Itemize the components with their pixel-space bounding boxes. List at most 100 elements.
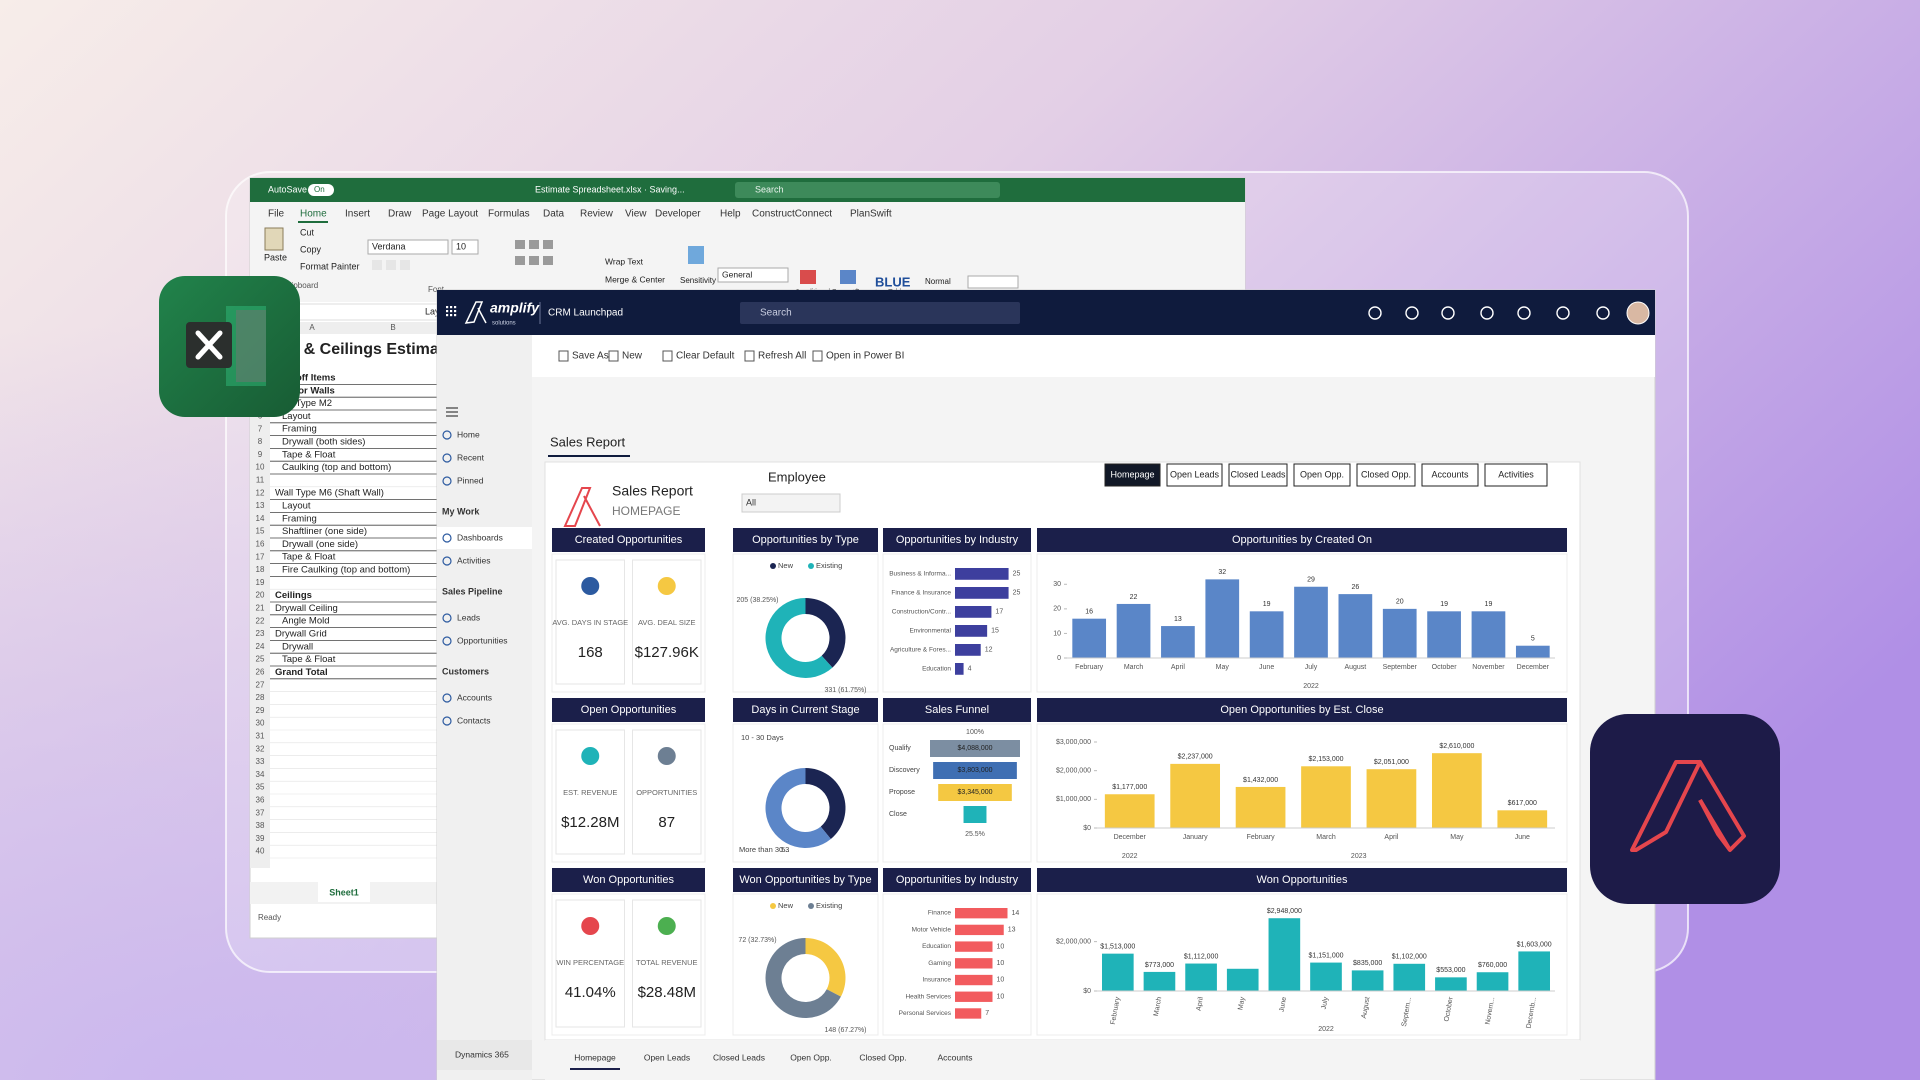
nav-button-label[interactable]: Closed Opp. (1361, 469, 1411, 479)
data-label: 10 (997, 960, 1005, 967)
nav-item[interactable]: Accounts (457, 692, 492, 702)
ribbon-tab[interactable]: Developer (655, 209, 701, 220)
sheet-title: Walls & Ceilings Estimate (258, 341, 453, 358)
brand: amplify (490, 300, 540, 316)
ribbon-tab[interactable]: View (625, 209, 647, 220)
row-number: 14 (256, 514, 265, 523)
nav-button-label[interactable]: Closed Leads (1230, 469, 1286, 479)
bar (955, 1008, 982, 1019)
ribbon-tab[interactable]: Formulas (488, 209, 530, 220)
row-number: 32 (256, 744, 265, 753)
command-button[interactable]: Save As (572, 351, 609, 362)
x-tick-label: April (1196, 996, 1205, 1011)
row-number: 21 (256, 604, 265, 613)
card-header (883, 698, 1031, 722)
ribbon-button: Format Painter (300, 261, 360, 271)
ribbon-tab[interactable]: Help (720, 209, 741, 220)
page-tab[interactable]: Closed Leads (713, 1052, 765, 1062)
data-label: $2,610,000 (1439, 743, 1474, 750)
data-label: 26 (1351, 584, 1359, 591)
waffle-dot (450, 310, 453, 313)
row-number: 16 (256, 540, 265, 549)
ribbon-tab[interactable]: Page Layout (422, 209, 478, 220)
row-number: 34 (256, 770, 265, 779)
status-text: Ready (258, 913, 281, 922)
nav-item[interactable]: Contacts (457, 715, 491, 725)
donut-slice (765, 768, 831, 849)
page-tab[interactable]: Open Opp. (790, 1052, 832, 1062)
nav-pane (437, 335, 532, 1080)
command-icon (608, 350, 619, 362)
nav-item[interactable]: Home (457, 429, 480, 439)
ribbon-tab[interactable]: PlanSwift (850, 209, 892, 220)
bar (955, 908, 1008, 919)
nav-section-title: My Work (442, 506, 480, 516)
bar (955, 974, 993, 986)
ribbon-tab[interactable]: Data (543, 209, 565, 220)
x-tick-label: May (1216, 664, 1230, 671)
donut-slice (805, 597, 846, 668)
donut-slice (765, 598, 833, 678)
ribbon-tab[interactable]: ConstructConnect (752, 209, 832, 220)
command-bar (532, 335, 1655, 377)
nav-button (1166, 463, 1223, 487)
command-button[interactable]: Clear Default (676, 351, 735, 362)
sheet-tab[interactable]: Sheet1 (329, 887, 359, 897)
ribbon-tab[interactable]: Review (580, 209, 614, 220)
nav-item[interactable]: Pinned (457, 475, 484, 485)
command-button[interactable]: Refresh All (758, 351, 806, 362)
page-tab[interactable]: Accounts (938, 1052, 973, 1062)
x-tick-label: February (1075, 664, 1104, 671)
ribbon-button: Sensitivity (680, 276, 716, 285)
command-button[interactable]: New (622, 351, 643, 362)
data-label: $1,432,000 (1243, 777, 1278, 784)
nav-button-label[interactable]: Open Opp. (1300, 469, 1344, 479)
bar (1351, 970, 1384, 991)
ribbon-tab[interactable]: Draw (388, 209, 412, 220)
data-label: $2,153,000 (1308, 756, 1343, 763)
cell-style: BLUE (875, 274, 911, 289)
bar (955, 958, 993, 969)
kpi-label: WIN PERCENTAGE (556, 958, 624, 967)
nav-item[interactable]: Recent (457, 452, 485, 462)
table-icon (840, 270, 856, 284)
search-placeholder[interactable]: Search (760, 308, 792, 319)
nav-button-label[interactable]: Open Leads (1170, 469, 1220, 479)
nav-item[interactable]: Activities (457, 555, 491, 565)
data-label: $760,000 (1478, 962, 1507, 969)
x-tick-label: October (1432, 664, 1458, 671)
command-button[interactable]: Open in Power BI (826, 351, 904, 362)
nav-item[interactable]: Dashboards (457, 532, 503, 542)
x-tick-label: February (1247, 834, 1276, 841)
waffle-dot (450, 314, 453, 317)
cell-style: Normal (925, 277, 951, 286)
amplify-icon-mark (1698, 799, 1732, 852)
page-tab[interactable]: Closed Opp. (859, 1052, 906, 1062)
data-label: 4 (968, 666, 972, 673)
row-number: 9 (258, 450, 263, 459)
nav-item[interactable]: Opportunities (457, 635, 508, 645)
ribbon-tab[interactable]: Insert (345, 209, 370, 220)
report-selector[interactable]: Sales Report (550, 434, 626, 449)
filter-value[interactable]: All (746, 497, 756, 507)
page-tab[interactable]: Open Leads (644, 1052, 690, 1062)
autosave-label: AutoSave (268, 184, 307, 194)
data-label: $4,088,000 (957, 745, 992, 752)
x-tick-label: September (1383, 664, 1418, 671)
app-icons (159, 276, 1780, 904)
card-title: Sales Funnel (925, 704, 989, 716)
card-title: Open Opportunities (581, 704, 677, 716)
bar (955, 924, 1004, 936)
nav-button-label[interactable]: Accounts (1431, 469, 1469, 479)
nav-item[interactable]: Leads (457, 612, 480, 622)
row-number: 31 (256, 732, 265, 741)
ribbon-tab[interactable]: File (268, 209, 285, 220)
row-number: 40 (256, 847, 265, 856)
page-tab[interactable]: Homepage (574, 1052, 616, 1062)
category-label: Close (889, 811, 907, 818)
data-label: 16 (1085, 609, 1093, 616)
nav-button-label[interactable]: Activities (1498, 469, 1534, 479)
nav-button-label[interactable]: Homepage (1110, 469, 1154, 479)
area-switcher[interactable]: Dynamics 365 (455, 1049, 509, 1059)
ribbon-tab[interactable]: Home (300, 209, 327, 220)
